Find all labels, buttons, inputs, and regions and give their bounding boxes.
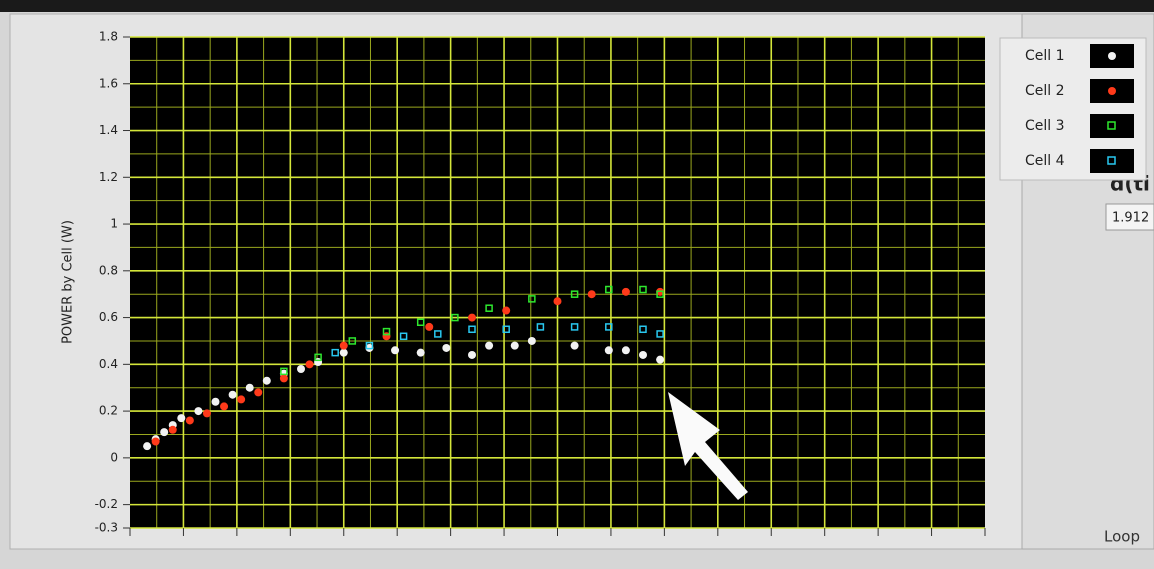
point [468, 351, 476, 359]
point [152, 437, 160, 445]
y-tick-label: 0.6 [99, 310, 118, 324]
point [622, 288, 630, 296]
point [571, 342, 579, 350]
legend-swatch [1090, 149, 1134, 173]
y-tick-label: 1.6 [99, 76, 118, 90]
point [340, 349, 348, 357]
y-tick-label: -0.3 [95, 521, 118, 535]
point [656, 356, 664, 364]
point [528, 337, 536, 345]
point [212, 398, 220, 406]
y-axis-label: POWER by Cell (W) [61, 220, 76, 344]
point [639, 351, 647, 359]
point [605, 346, 613, 354]
point [237, 395, 245, 403]
point [177, 414, 185, 422]
point [417, 349, 425, 357]
y-tick-label: 0 [110, 450, 118, 464]
point [263, 377, 271, 385]
point [485, 342, 493, 350]
legend-marker [1108, 52, 1116, 60]
legend-label: Cell 4 [1025, 153, 1065, 169]
point [502, 307, 510, 315]
point [220, 402, 228, 410]
legend-label: Cell 2 [1025, 83, 1065, 99]
y-tick-label: 0.2 [99, 404, 118, 418]
point [468, 314, 476, 322]
point [186, 416, 194, 424]
point [280, 374, 288, 382]
indicator-value: 1.912 [1112, 211, 1149, 226]
point [246, 384, 254, 392]
point [297, 365, 305, 373]
point [169, 426, 177, 434]
point [143, 442, 151, 450]
point [306, 360, 314, 368]
point [554, 297, 562, 305]
top-bar [0, 0, 1154, 12]
point [229, 391, 237, 399]
point [340, 342, 348, 350]
loop-label: Loop [1104, 528, 1140, 546]
y-tick-label: 0.8 [99, 263, 118, 277]
point [511, 342, 519, 350]
y-tick-label: 1 [110, 217, 118, 231]
point [203, 409, 211, 417]
page: {"chart_data": {"type": "scatter", "ylab… [0, 0, 1154, 569]
y-tick-label: -0.2 [95, 497, 118, 511]
y-tick-label: 1.8 [99, 30, 118, 44]
point [254, 388, 262, 396]
point [425, 323, 433, 331]
point [442, 344, 450, 352]
legend-marker [1108, 87, 1116, 95]
legend-label: Cell 3 [1025, 118, 1065, 134]
y-tick-label: 1.4 [99, 123, 118, 137]
y-tick-label: 0.4 [99, 357, 118, 371]
point [391, 346, 399, 354]
point [160, 428, 168, 436]
point [194, 407, 202, 415]
point [588, 290, 596, 298]
point [622, 346, 630, 354]
y-tick-label: 1.2 [99, 170, 118, 184]
legend-swatch [1090, 114, 1134, 138]
legend-label: Cell 1 [1025, 48, 1065, 64]
screen: POWER by Cell (W) d(ti 1.912 Loop 1.81.6… [0, 0, 1154, 569]
